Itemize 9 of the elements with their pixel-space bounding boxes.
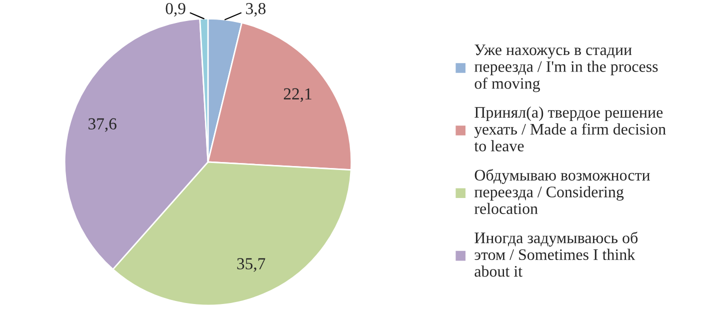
legend-label: Иногда задумываюсь об этом / Sometimes I think about it [474,232,638,277]
data-label: 0,9 [166,2,186,17]
legend-label: Обдумываю возможности переезда / Considering relocation [474,169,650,214]
legend-label: Принял(а) твердое решение уехать / Made a firm decision to leave [474,106,666,152]
data-label: 22,1 [284,88,312,102]
legend-label: Уже нахожусь в стадии переезда / I'm in the process of moving [474,44,658,92]
data-label: 35,7 [237,258,266,272]
data-label: 3,8 [246,2,266,17]
data-label: 37,6 [88,118,116,132]
